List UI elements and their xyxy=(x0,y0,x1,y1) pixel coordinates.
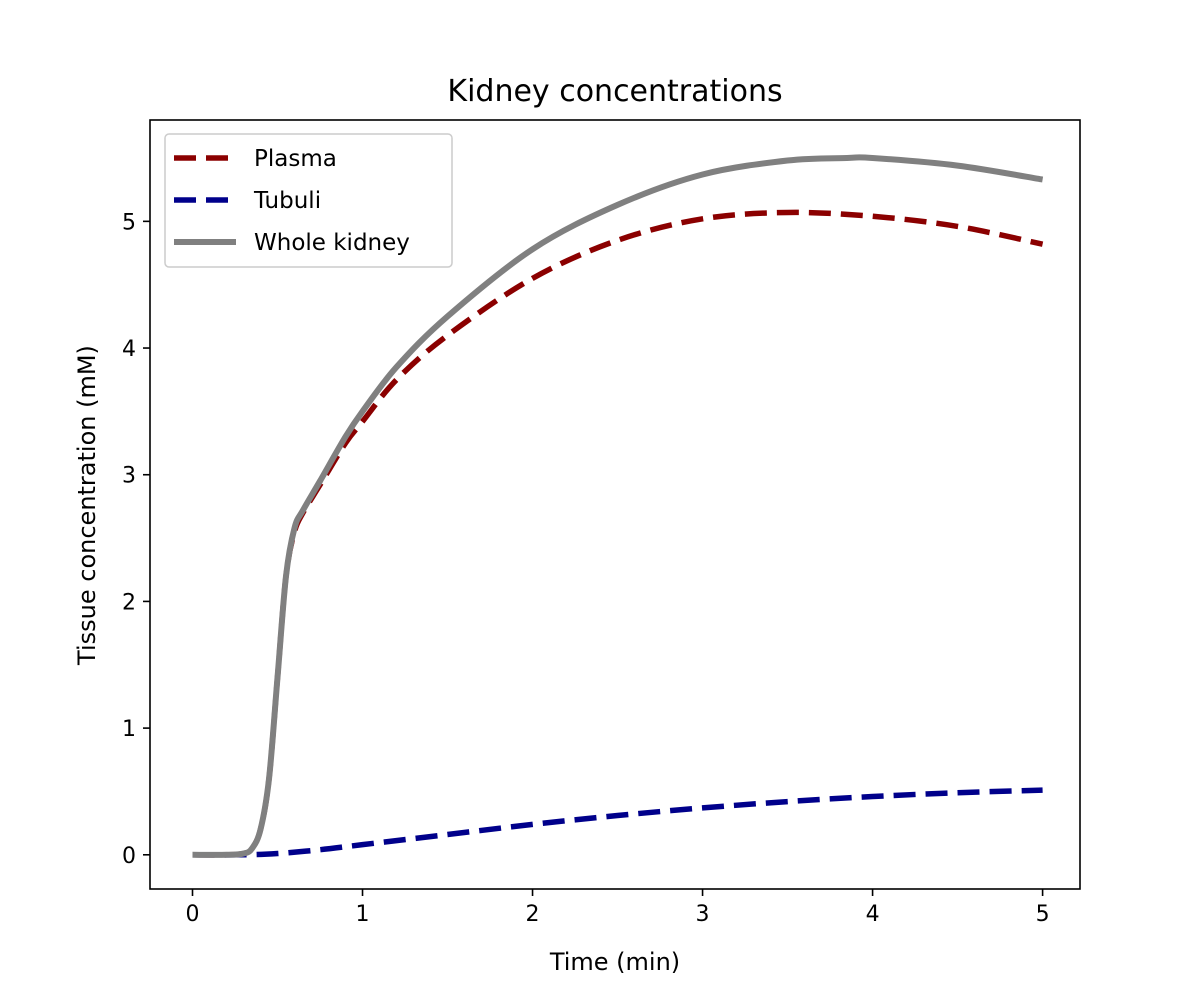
whole-kidney-line xyxy=(192,154,1044,858)
legend-label-tubuli: Tubuli xyxy=(253,188,321,214)
plot-area xyxy=(149,119,1081,890)
x-tick-label: 2 xyxy=(526,902,540,927)
x-axis-label: Time (min) xyxy=(549,948,680,976)
y-tick-label: 0 xyxy=(122,844,136,869)
chart-title: Kidney concentrations xyxy=(447,74,782,109)
series-layer xyxy=(192,154,1044,858)
y-axis-ticks: 0 1 2 3 4 5 xyxy=(122,210,150,869)
legend: Plasma Tubuli Whole kidney xyxy=(164,133,453,268)
y-tick-label: 5 xyxy=(122,210,136,235)
legend-label-plasma: Plasma xyxy=(254,146,337,172)
plot-frame xyxy=(149,119,1081,890)
x-tick-label: 1 xyxy=(356,902,370,927)
x-axis-ticks: 0 1 2 3 4 5 xyxy=(186,889,1050,927)
y-tick-label: 3 xyxy=(122,464,136,489)
legend-label-whole-kidney: Whole kidney xyxy=(254,230,410,256)
x-tick-label: 0 xyxy=(186,902,200,927)
x-tick-label: 3 xyxy=(696,902,710,927)
tubuli-line xyxy=(192,787,1043,858)
plasma-line xyxy=(192,209,1044,858)
y-axis-label: Tissue concentration (mM) xyxy=(73,345,101,666)
y-tick-label: 4 xyxy=(122,337,136,362)
y-tick-label: 2 xyxy=(122,590,136,615)
y-tick-label: 1 xyxy=(122,717,136,742)
x-tick-label: 4 xyxy=(866,902,880,927)
legend-box xyxy=(164,133,453,268)
x-tick-label: 5 xyxy=(1036,902,1050,927)
